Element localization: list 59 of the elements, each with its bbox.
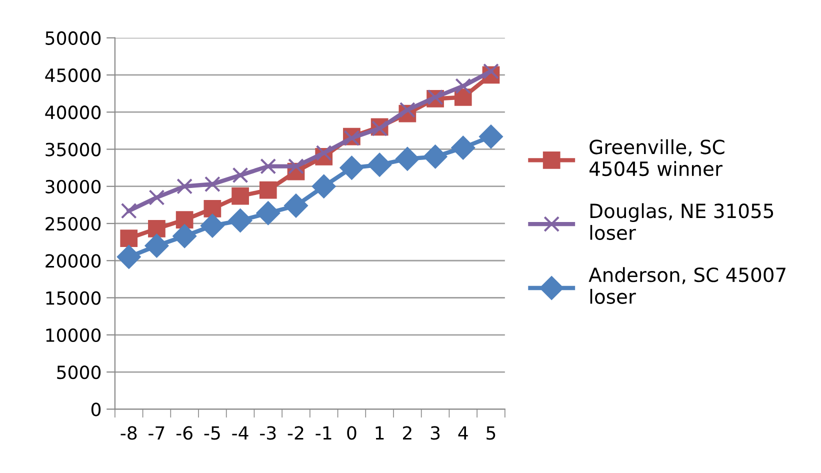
point [256, 201, 280, 225]
point [144, 234, 169, 258]
x-tick-label: -2 [288, 426, 304, 440]
point [228, 208, 252, 232]
y-tick-label: 35000 [46, 142, 101, 156]
point [396, 147, 420, 171]
legend-label: Greenville, SC 45045 winner [590, 139, 724, 176]
legend-label: Anderson, SC 45007 loser [588, 267, 786, 304]
point [148, 190, 165, 206]
point [479, 124, 503, 148]
x-tick-label: 0 [347, 426, 356, 440]
y-tick-label: 15000 [46, 291, 101, 305]
point [399, 102, 416, 118]
point [204, 176, 220, 192]
point [232, 167, 248, 184]
x-tick-label: 3 [430, 426, 440, 440]
y-tick-label: 10000 [46, 328, 101, 342]
point [316, 144, 332, 161]
y-tick-label: 40000 [45, 106, 101, 120]
point [483, 63, 499, 80]
point [232, 187, 249, 205]
point [368, 152, 392, 177]
point [120, 230, 138, 248]
y-tick-label: 5000 [57, 365, 101, 380]
point [204, 200, 222, 218]
point [117, 245, 141, 269]
point [148, 220, 166, 238]
y-tick-label: 0 [91, 402, 101, 416]
point [120, 202, 137, 219]
point [423, 144, 448, 169]
point [259, 181, 277, 199]
legend-label: Douglas, NE 31055 loser [590, 203, 774, 240]
x-tick-label: 1 [376, 426, 384, 440]
x-tick-label: -8 [120, 426, 137, 440]
point [451, 136, 475, 160]
point [340, 156, 364, 180]
point [288, 158, 304, 174]
x-tick-label: -5 [204, 426, 220, 440]
point [176, 211, 194, 228]
x-tick-label: -6 [176, 426, 192, 440]
x-tick-label: -4 [232, 426, 248, 440]
y-tick-label: 50000 [46, 31, 101, 45]
point [455, 78, 472, 94]
point [312, 174, 336, 198]
y-tick-label: 20000 [46, 254, 101, 268]
x-tick-label: 5 [486, 426, 496, 440]
point [176, 178, 193, 194]
y-tick-label: 30000 [46, 180, 101, 194]
point [172, 224, 196, 248]
point [200, 214, 224, 238]
point [260, 158, 276, 174]
y-tick-label: 25000 [46, 216, 101, 231]
x-tick-label: -3 [260, 426, 276, 440]
y-tick-label: 45000 [45, 68, 101, 82]
x-tick-label: -1 [316, 426, 332, 440]
x-tick-label: 4 [458, 426, 468, 440]
point [284, 194, 308, 218]
x-tick-label: -7 [148, 426, 164, 440]
x-tick-label: 2 [403, 426, 412, 440]
